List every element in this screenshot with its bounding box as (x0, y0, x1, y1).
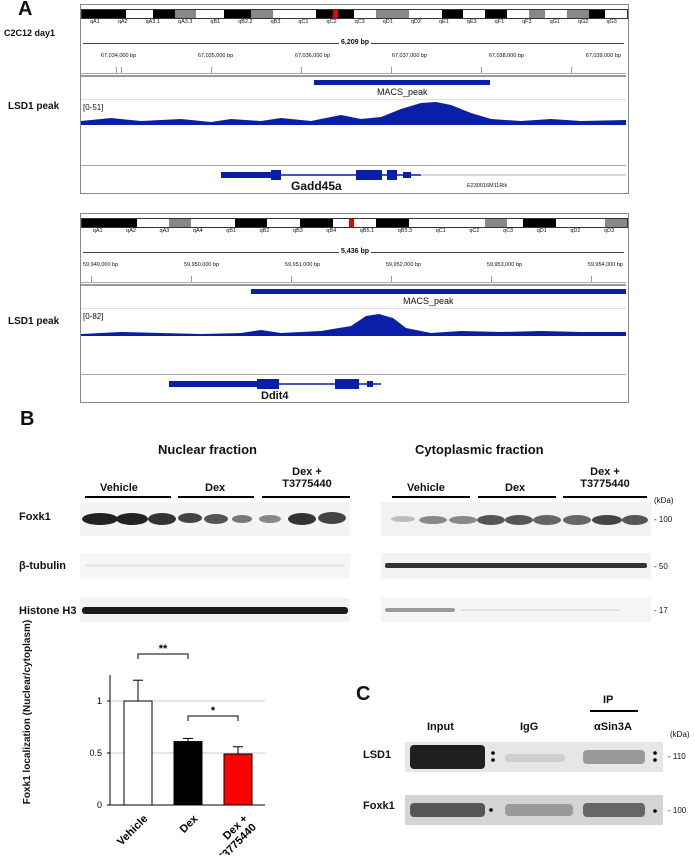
x-tick-label: Vehicle (115, 813, 150, 848)
neighbor-gene-name: E230016M11Rik (467, 183, 508, 189)
macs-peak-label: MACS_peak (377, 87, 428, 97)
kda-110: - 110 (668, 752, 686, 761)
lsd1-signal-track (81, 314, 626, 336)
macs-peak-bar (314, 80, 490, 85)
gene-name: Gadd45a (291, 179, 342, 193)
bar-2 (223, 753, 253, 806)
blot-cyto-beta-tubulin (381, 553, 651, 579)
span-label: 5,436 bp (339, 248, 372, 255)
track-name-2: LSD1 peak (8, 316, 60, 327)
blot-nuclear-foxk1 (80, 502, 350, 536)
panel-b-letter: B (20, 408, 35, 430)
band-labels: qA1 qA2 qA3.1 qA3.3 qB1 qB2.2 qB3 qC1 qC2 qC3 qD1 q… (90, 19, 617, 25)
blot-cyto-histone-h3 (381, 598, 651, 622)
gene-model-ddit4 (169, 379, 381, 389)
kda-50: - 50 (654, 562, 668, 571)
row-label-foxk1: Foxk1 (363, 800, 395, 812)
kda-header: (kDa) (670, 730, 690, 739)
column-asin3a: αSin3A (594, 721, 632, 733)
cytoplasmic-fraction-title: Cytoplasmic fraction (415, 442, 544, 457)
coord-labels: 59,949,000 bp 59,950,000 bp 59,951,000 bp 5… (83, 262, 623, 268)
panel-c-letter: C (356, 683, 371, 705)
igv-track-1: qA1 qA2 qA3.1 qA3.3 qB1 qB2.2 qB3 qC1 qC2 qC3 qD1 q… (80, 4, 629, 194)
condition-label: C2C12 day1 (4, 28, 56, 38)
chromosome-ideogram (81, 9, 628, 19)
macs-peak-label: MACS_peak (403, 296, 454, 306)
igv-track-2: qA1 qA2 qA3 qA4 qB1 qB2 qB3 qB4 qB5.1 qB5.3 qC1 qC2… (80, 213, 629, 403)
column-igg: IgG (520, 721, 539, 733)
blot-co-ip-foxk1 (405, 795, 663, 825)
ip-header: IP (603, 694, 614, 706)
group-dex: Dex (505, 482, 526, 494)
span-label: 6,209 bp (339, 39, 372, 46)
macs-peak-bar (251, 289, 626, 294)
x-tick-label: Dex (178, 812, 201, 835)
lsd1-signal-track (81, 102, 626, 125)
bar-1 (173, 741, 203, 806)
x-tick-label: Dex +T3775440 (207, 813, 259, 855)
row-label-beta-tubulin: β-tubulin (19, 560, 67, 572)
row-label-lsd1: LSD1 (363, 749, 392, 761)
row-label-histone-h3: Histone H3 (19, 605, 77, 617)
chromosome-ideogram (81, 218, 628, 228)
group-dex: Dex (205, 482, 226, 494)
group-vehicle: Vehicle (407, 482, 445, 494)
blot-co-ip-lsd1 (405, 742, 663, 772)
track-range: [0-51] (83, 103, 104, 112)
nuclear-fraction-title: Nuclear fraction (158, 442, 257, 457)
y-tick-label: 0.5 (89, 748, 102, 758)
panel-a-letter: A (18, 0, 33, 20)
significance-label: ** (159, 643, 168, 655)
track-name-1: LSD1 peak (8, 101, 60, 112)
group-dex-t3775440: Dex + T3775440 (580, 466, 630, 490)
significance-bracket (187, 715, 239, 721)
track-range: [0-82] (83, 312, 104, 321)
kda-100: - 100 (668, 806, 687, 815)
kda-17: - 17 (654, 606, 668, 615)
gene-model-gadd45a (221, 170, 626, 180)
bar-0 (123, 700, 153, 806)
column-input: Input (427, 721, 454, 733)
band-labels: qA1 qA2 qA3 qA4 qB1 qB2 qB3 qB4 qB5.1 qB5.3 qC1 qC2… (92, 228, 615, 234)
group-vehicle: Vehicle (100, 482, 138, 494)
blot-nuclear-beta-tubulin (80, 553, 350, 579)
blot-cyto-foxk1 (381, 502, 651, 536)
chart-ylabel: Foxk1 localization (Nuclear/cytoplasm) (22, 619, 33, 805)
gene-name: Ddit4 (261, 390, 289, 402)
significance-bracket (137, 653, 189, 659)
kda-header: (kDa) (654, 496, 674, 505)
coord-labels: 67,034,000 bp 67,035,000 bp 67,036,000 bp 6… (101, 53, 621, 59)
kda-100: - 100 (654, 515, 673, 524)
y-tick-label: 0 (97, 800, 102, 810)
y-tick-label: 1 (97, 696, 102, 706)
group-dex-t3775440: Dex + T3775440 (282, 466, 332, 490)
significance-label: * (211, 705, 216, 717)
row-label-foxk1: Foxk1 (19, 511, 51, 523)
blot-nuclear-histone-h3 (80, 598, 350, 622)
